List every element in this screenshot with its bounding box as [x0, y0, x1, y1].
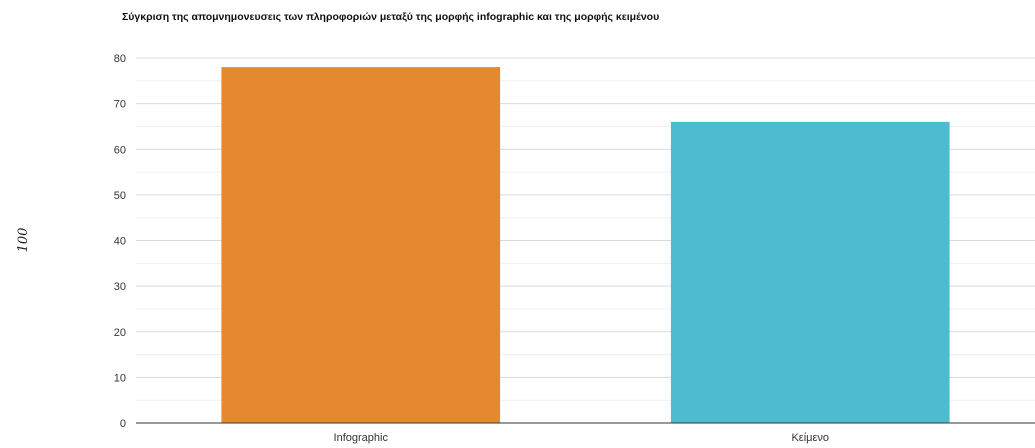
y-tick-label: 10	[114, 372, 126, 384]
x-category-labels: Infographic Κείμενο	[334, 432, 829, 444]
x-category-label: Infographic	[334, 432, 389, 444]
chart-title: Σύγκριση της απομνημονευσεις των πληροφο…	[122, 11, 659, 23]
y-tick-label: 60	[114, 144, 126, 156]
bars	[221, 67, 950, 423]
y-tick-label: 0	[120, 418, 126, 430]
y-tick-label: 80	[114, 53, 126, 65]
bar-infographic	[221, 67, 501, 423]
bar-κείμενο	[670, 121, 950, 423]
y-tick-label: 70	[114, 99, 126, 111]
y-tick-label: 50	[114, 190, 126, 202]
y-axis-label: 100	[16, 228, 31, 253]
y-tick-labels: 0 10 20 30 40 50 60 70 80	[114, 53, 126, 430]
x-category-label: Κείμενο	[791, 432, 829, 444]
y-tick-label: 20	[114, 327, 126, 339]
y-tick-label: 40	[114, 236, 126, 248]
y-tick-label: 30	[114, 281, 126, 293]
